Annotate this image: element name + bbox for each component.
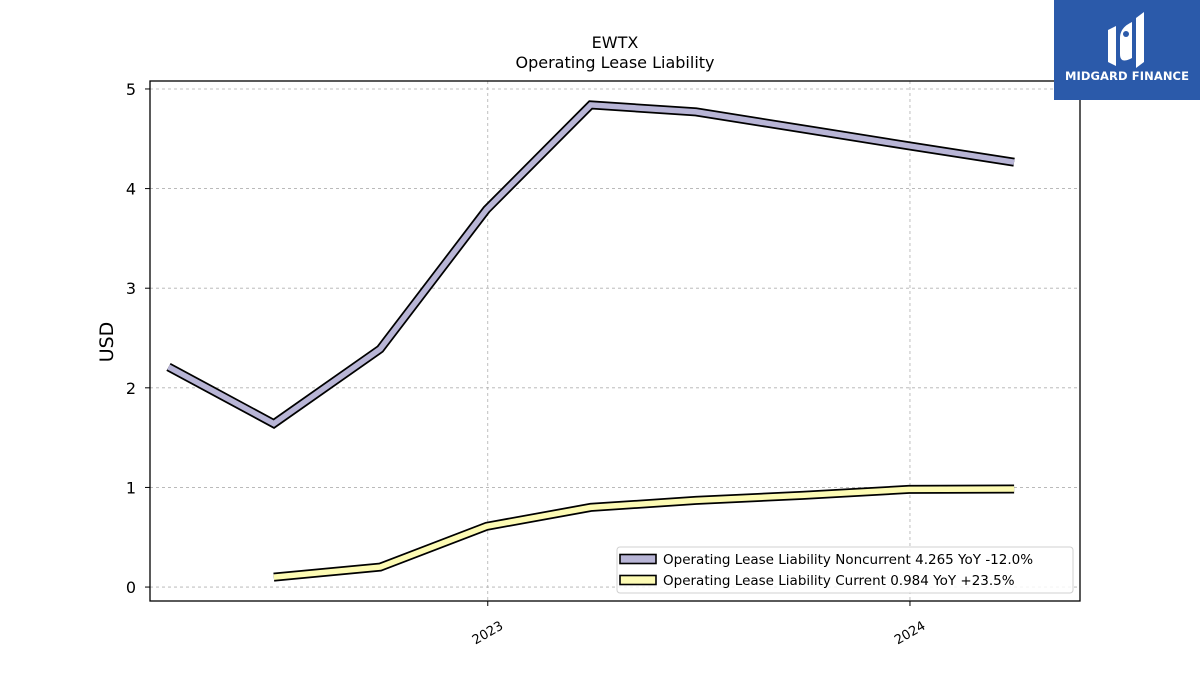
midgard-finance-logo: MIDGARD FINANCE xyxy=(1054,0,1200,100)
x-tick-label: 2023 xyxy=(470,619,506,649)
legend-swatch xyxy=(619,553,657,565)
grid xyxy=(150,81,1080,601)
y-tick-label: 4 xyxy=(126,180,136,199)
y-tick-label: 2 xyxy=(126,379,136,398)
legend-swatch xyxy=(619,574,657,586)
logo-text: MIDGARD FINANCE xyxy=(1064,69,1190,83)
legend: Operating Lease Liability Noncurrent 4.2… xyxy=(616,546,1074,594)
x-tick-label: 2024 xyxy=(892,619,928,649)
series-line xyxy=(167,102,1015,427)
series-line-outline xyxy=(166,100,1015,429)
y-tick-label: 3 xyxy=(126,279,136,298)
legend-label: Operating Lease Liability Current 0.984 … xyxy=(663,573,1015,589)
y-tick-label: 0 xyxy=(126,578,136,597)
y-tick-label: 5 xyxy=(126,80,136,99)
midgard-logo-icon xyxy=(1108,12,1144,68)
plot-frame xyxy=(149,80,1081,602)
series-layer xyxy=(166,100,1015,582)
series-line xyxy=(273,486,1015,580)
legend-box xyxy=(616,546,1074,594)
legend-label: Operating Lease Liability Noncurrent 4.2… xyxy=(663,552,1033,568)
chart-subtitle: Operating Lease Liability xyxy=(515,53,714,72)
y-tick-label: 1 xyxy=(126,478,136,497)
y-axis-label: USD xyxy=(96,322,118,363)
chart-title: EWTX xyxy=(592,33,639,52)
